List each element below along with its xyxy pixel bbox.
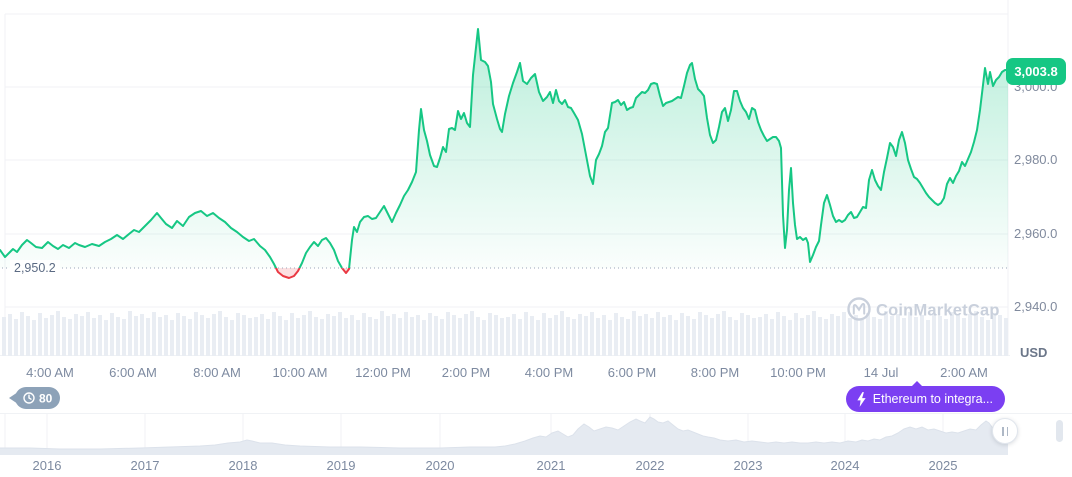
price-tick-label: 2,940.0 [1014,299,1058,314]
year-tick-label: 2023 [733,458,763,473]
range-minimap[interactable] [0,413,1072,455]
time-tick-label: 4:00 AM [26,365,74,380]
year-tick-label: 2016 [32,458,62,473]
time-tick-label: 2:00 PM [441,365,491,380]
volume-bars [2,311,1008,356]
price-line-up [0,28,1009,268]
price-area-up [0,29,1008,268]
year-tick-label: 2025 [928,458,958,473]
time-tick-label: 8:00 AM [193,365,241,380]
time-tick-label: 6:00 PM [607,365,657,380]
lightning-icon [857,391,866,407]
time-tick-label: 10:00 PM [770,365,826,380]
announcement-button[interactable]: Ethereum to integra... [845,381,1005,412]
price-tick-label: 2,980.0 [1014,152,1058,167]
price-chart[interactable]: CoinMarketCap [0,0,1010,356]
current-price-badge: 3,003.8 [1006,58,1066,85]
range-handle[interactable] [992,418,1018,444]
coinmarketcap-watermark: CoinMarketCap [847,297,1000,321]
year-tick-label: 2022 [635,458,665,473]
time-axis[interactable]: 4:00 AM 6:00 AM 8:00 AM 10:00 AM 12:00 PM 2:0… [0,356,1010,384]
svg-text:CoinMarketCap: CoinMarketCap [876,302,1000,320]
minimap-area [0,417,1008,455]
year-tick-label: 2017 [130,458,160,473]
time-tick-label: 14 Jul [863,365,899,380]
minimap-chart [0,413,1072,455]
history-badge-shape: 80 [9,387,60,409]
unit-label: USD [1020,345,1048,360]
time-tick-label: 10:00 AM [272,365,328,380]
price-tick-label: 2,960.0 [1014,226,1058,241]
price-axis[interactable]: USD 3,000.0 2,980.0 2,960.0 2,940.0 [1010,0,1072,360]
year-axis[interactable]: 2016 2017 2018 2019 2020 2021 2022 2023 2024 2025 [0,458,1072,476]
year-tick-label: 2018 [228,458,258,473]
year-tick-label: 2021 [536,458,566,473]
announcement-label: Ethereum to integra... [872,392,993,406]
year-tick-label: 2019 [326,458,356,473]
history-clock-icon [23,392,35,404]
range-right-handle[interactable] [1056,420,1063,442]
baseline-price-label: 2,950.2 [10,260,60,276]
history-count-value: 80 [39,392,53,406]
history-count-badge[interactable]: 80 [8,387,60,409]
time-tick-label: 4:00 PM [524,365,574,380]
time-tick-label: 8:00 PM [690,365,740,380]
time-tick-label: 12:00 PM [355,365,411,380]
year-tick-label: 2024 [830,458,860,473]
year-tick-label: 2020 [425,458,455,473]
time-tick-label: 2:00 AM [940,365,988,380]
time-tick-label: 6:00 AM [109,365,157,380]
